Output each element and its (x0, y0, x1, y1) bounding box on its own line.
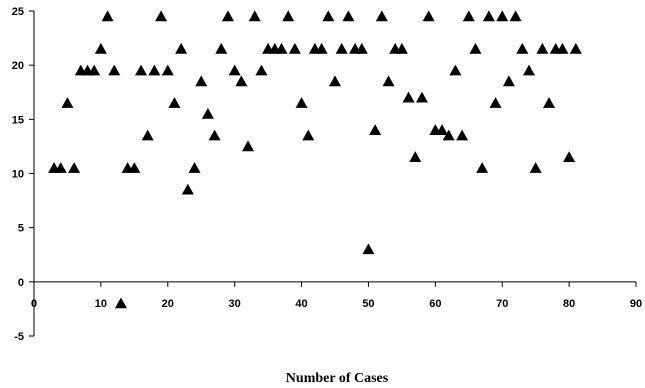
data-point (255, 64, 268, 76)
data-point (295, 97, 308, 108)
data-point (482, 10, 495, 22)
x-tick-label: 90 (630, 298, 642, 310)
data-point (502, 75, 515, 87)
data-point (195, 75, 208, 87)
data-point (469, 42, 482, 54)
data-point (529, 162, 542, 173)
y-tick-label: -5 (14, 331, 24, 343)
data-point (108, 64, 121, 76)
data-point (556, 42, 569, 54)
data-point (395, 42, 408, 54)
data-point (362, 243, 375, 255)
y-tick-label: 25 (12, 6, 24, 18)
data-point (322, 10, 335, 22)
data-point (235, 75, 248, 87)
data-point (141, 129, 154, 141)
data-point (88, 64, 101, 76)
data-point (409, 151, 422, 163)
data-point (509, 10, 522, 22)
data-point (215, 42, 228, 54)
data-point (543, 97, 556, 108)
data-point (315, 42, 328, 54)
data-point (181, 183, 194, 195)
axes (33, 11, 636, 336)
data-point (148, 64, 161, 76)
data-point (462, 10, 475, 22)
data-point (329, 75, 341, 87)
data-point (516, 42, 529, 54)
data-point (135, 64, 148, 76)
data-point (288, 42, 301, 54)
x-tick-label: 50 (362, 298, 374, 310)
x-tick-label: 40 (295, 298, 307, 310)
y-tick-label: 15 (12, 114, 24, 126)
data-point (456, 129, 469, 141)
data-markers (48, 10, 582, 309)
data-point (402, 91, 415, 103)
y-tick-label: 10 (12, 169, 24, 181)
x-axis-title: Number of Cases (286, 371, 389, 386)
y-tick-label: 5 (18, 223, 24, 235)
data-point (496, 10, 509, 22)
y-tick-label: 20 (12, 60, 24, 72)
data-point (114, 297, 127, 309)
data-point (342, 10, 355, 22)
data-point (335, 42, 348, 54)
data-point (68, 162, 81, 173)
x-tick-label: 0 (31, 298, 37, 310)
x-tick-label: 60 (429, 298, 441, 310)
data-point (54, 162, 67, 173)
data-point (382, 75, 395, 87)
x-tick-label: 70 (496, 298, 508, 310)
data-point (161, 64, 174, 76)
data-point (282, 10, 295, 22)
data-point (175, 42, 188, 54)
data-point (221, 10, 234, 22)
data-point (94, 42, 107, 54)
data-point (355, 42, 368, 54)
data-point (369, 124, 382, 135)
data-point (375, 10, 388, 22)
data-point (415, 91, 428, 103)
data-point (489, 97, 502, 108)
data-point (61, 97, 74, 108)
data-point (248, 10, 261, 22)
data-point (563, 151, 576, 163)
data-point (302, 129, 315, 141)
data-point (536, 42, 549, 54)
x-tick-label: 80 (563, 298, 575, 310)
data-point (155, 10, 168, 22)
data-point (422, 10, 435, 22)
x-tick-label: 30 (229, 298, 241, 310)
data-point (101, 10, 114, 22)
data-point (128, 162, 141, 173)
y-tick-label: 0 (18, 277, 24, 289)
x-tick-label: 20 (162, 298, 174, 310)
data-point (228, 64, 241, 76)
data-point (275, 42, 288, 54)
data-point (201, 107, 214, 119)
data-point (242, 140, 255, 152)
data-point (522, 64, 535, 76)
data-point (208, 129, 221, 141)
data-point (168, 97, 181, 108)
x-tick-label: 10 (95, 298, 107, 310)
data-point (449, 64, 462, 76)
data-point (476, 162, 489, 173)
data-point (436, 124, 449, 135)
data-point (569, 42, 582, 54)
data-point (188, 162, 201, 173)
data-point (442, 129, 455, 141)
